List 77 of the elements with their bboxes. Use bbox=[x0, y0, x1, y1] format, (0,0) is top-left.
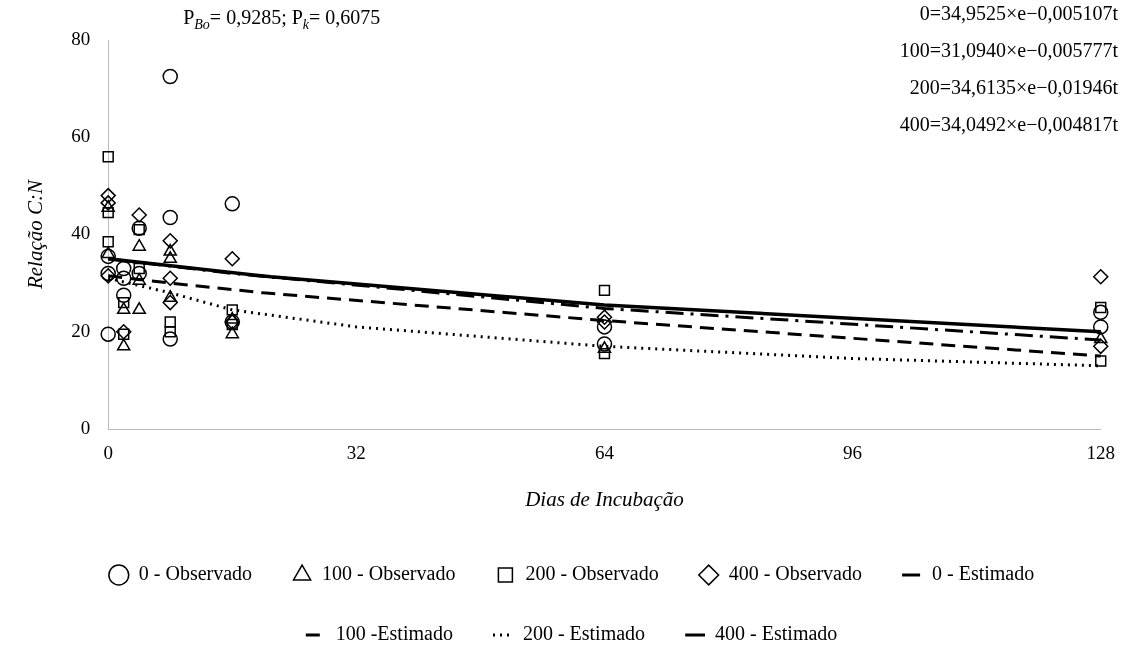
y-tick-label: 0 bbox=[80, 416, 91, 438]
point bbox=[100, 187, 116, 204]
point bbox=[132, 238, 147, 251]
legend-label: 100 -Estimado bbox=[335, 622, 453, 645]
point bbox=[163, 243, 178, 256]
point bbox=[1095, 355, 1107, 367]
point bbox=[1093, 319, 1109, 335]
annotation: 100=31,0940×e−0,005777t bbox=[899, 39, 1119, 61]
point bbox=[162, 270, 178, 287]
legend-label: 100 - Observado bbox=[322, 562, 456, 585]
point bbox=[162, 331, 178, 347]
point bbox=[162, 233, 178, 249]
point bbox=[115, 324, 132, 340]
point bbox=[1093, 269, 1109, 285]
point bbox=[100, 248, 116, 265]
legend-label: 400 - Observado bbox=[728, 562, 863, 585]
point bbox=[597, 341, 612, 354]
point bbox=[102, 236, 114, 248]
point bbox=[225, 311, 240, 324]
point bbox=[1093, 338, 1109, 355]
x-tick-label: 32 bbox=[346, 442, 366, 464]
point bbox=[162, 68, 178, 85]
point bbox=[596, 336, 613, 352]
y-tick-label: 40 bbox=[71, 222, 91, 244]
point bbox=[163, 289, 178, 302]
point bbox=[598, 284, 611, 297]
point bbox=[131, 265, 147, 282]
x-tick-label: 96 bbox=[843, 442, 863, 464]
point bbox=[596, 314, 613, 330]
point bbox=[116, 338, 131, 351]
point bbox=[224, 196, 241, 212]
point bbox=[1095, 301, 1107, 314]
legend-label: 0 - Estimado bbox=[932, 562, 1035, 585]
point bbox=[102, 151, 114, 163]
legend-label: 0 - Observado bbox=[138, 562, 253, 585]
annotation: 200=34,6135×e−0,01946t bbox=[909, 76, 1119, 98]
point bbox=[132, 302, 147, 315]
point bbox=[225, 326, 240, 339]
y-tick-label: 60 bbox=[71, 125, 91, 147]
x-tick-label: 128 bbox=[1086, 442, 1115, 464]
point bbox=[118, 296, 130, 309]
y-tick-label: 20 bbox=[71, 319, 91, 341]
legend-label: 200 - Observado bbox=[525, 562, 659, 585]
point bbox=[164, 326, 176, 338]
text: 0=34,9525×e−0,005107t bbox=[919, 2, 1119, 24]
point bbox=[162, 294, 178, 311]
point bbox=[164, 316, 176, 328]
point bbox=[102, 206, 114, 219]
point bbox=[101, 200, 116, 213]
point bbox=[226, 304, 238, 316]
point bbox=[132, 272, 147, 285]
y-tick-label: 80 bbox=[71, 27, 91, 49]
point bbox=[596, 319, 613, 335]
point bbox=[162, 209, 178, 226]
point bbox=[163, 251, 178, 264]
point bbox=[100, 195, 116, 211]
x-tick-label: 64 bbox=[594, 442, 615, 464]
point bbox=[131, 207, 147, 223]
point bbox=[598, 347, 611, 360]
legend-label: 400 - Estimado bbox=[715, 622, 838, 645]
point bbox=[1093, 304, 1109, 321]
point bbox=[101, 246, 116, 259]
point bbox=[116, 302, 131, 315]
point bbox=[115, 287, 132, 304]
x-axis-title: Dias de Incubação bbox=[524, 486, 684, 511]
point bbox=[133, 262, 145, 275]
point bbox=[1093, 331, 1108, 344]
point bbox=[224, 251, 241, 267]
point bbox=[115, 270, 132, 287]
annotation: 400=34,0492×e−0,004817t bbox=[899, 113, 1119, 135]
legend-label: 200 - Estimado bbox=[522, 622, 646, 645]
y-axis-title: Relação C:N bbox=[23, 178, 48, 291]
x-tick-label: 0 bbox=[103, 442, 113, 464]
point bbox=[115, 260, 132, 277]
point bbox=[226, 318, 238, 331]
point bbox=[596, 309, 613, 325]
point bbox=[100, 326, 116, 342]
